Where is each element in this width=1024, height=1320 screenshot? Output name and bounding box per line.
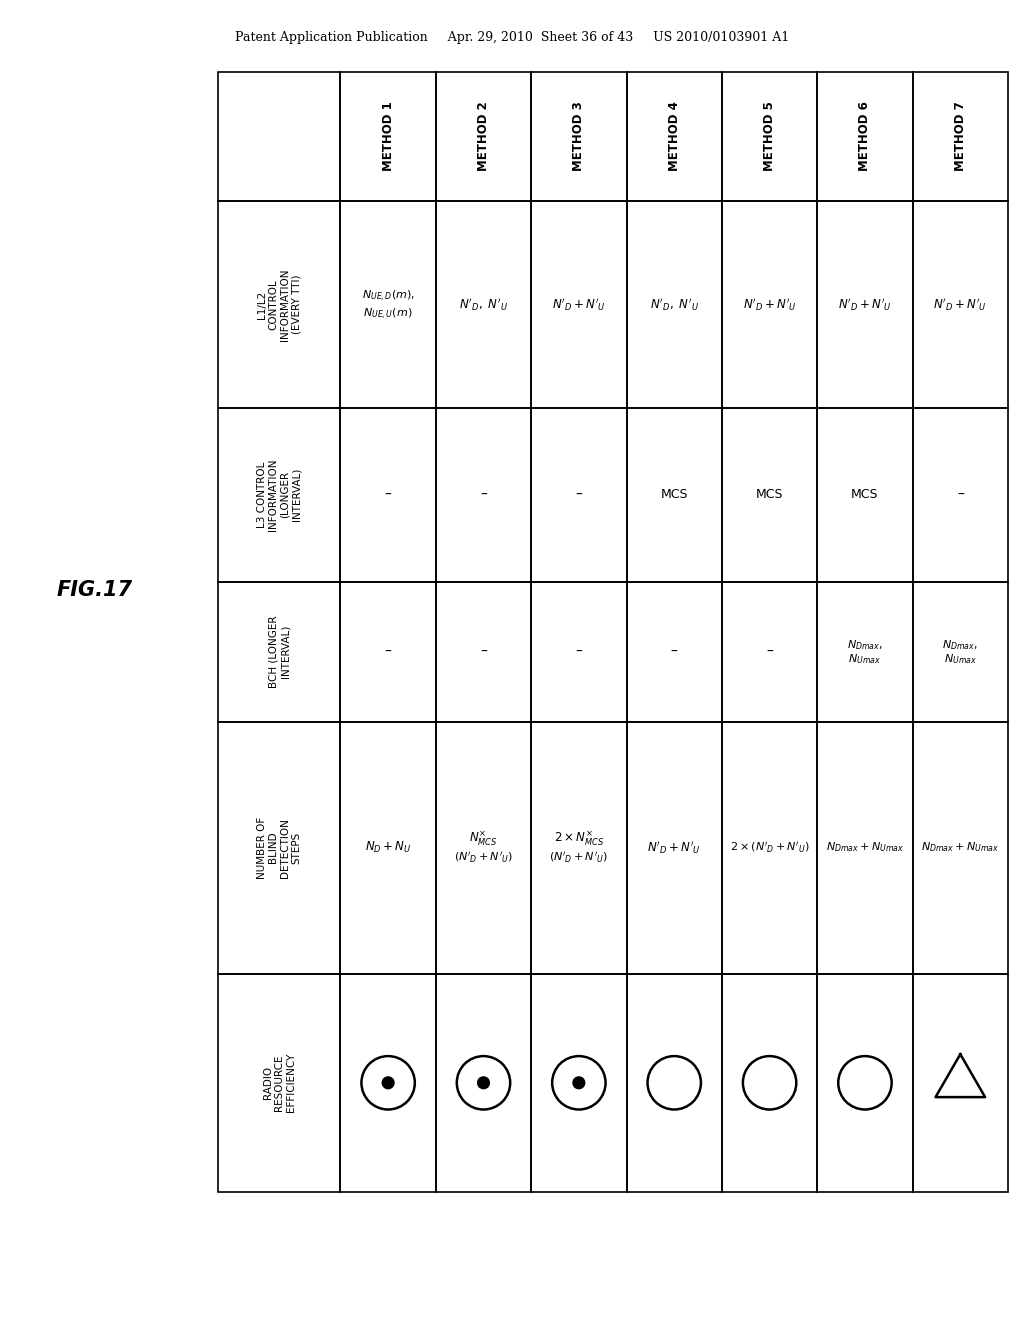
Text: METHOD 3: METHOD 3: [572, 102, 586, 172]
Bar: [531, 201, 627, 408]
Bar: [627, 201, 722, 408]
Text: $N'_{D}+N'_{U}$: $N'_{D}+N'_{U}$: [934, 296, 987, 313]
Bar: [627, 974, 722, 1192]
Text: $(N'_{D}+N'_{U})$: $(N'_{D}+N'_{U})$: [549, 850, 608, 865]
Bar: [817, 201, 912, 408]
Bar: [436, 582, 531, 722]
Bar: [218, 722, 340, 974]
Text: $N_D+N_U$: $N_D+N_U$: [365, 840, 412, 855]
Text: $(N'_{D}+N'_{U})$: $(N'_{D}+N'_{U})$: [454, 850, 513, 865]
Bar: [722, 201, 817, 408]
Bar: [912, 974, 1008, 1192]
Bar: [340, 974, 436, 1192]
Text: $N_{Umax}$: $N_{Umax}$: [849, 652, 882, 667]
Text: $N'_{D},\ N'_{U}$: $N'_{D},\ N'_{U}$: [649, 296, 698, 313]
Bar: [722, 722, 817, 974]
Text: $2\times N_{MCS}^{\times}$: $2\times N_{MCS}^{\times}$: [554, 829, 604, 846]
Text: $2\times(N'_{D}+N'_{U})$: $2\times(N'_{D}+N'_{U})$: [730, 841, 809, 855]
Text: –: –: [385, 488, 391, 502]
Bar: [912, 73, 1008, 201]
Text: FIG.17: FIG.17: [57, 579, 133, 601]
Text: $N_{UE,D}(m),$: $N_{UE,D}(m),$: [361, 289, 415, 304]
Bar: [340, 582, 436, 722]
Bar: [722, 582, 817, 722]
Bar: [817, 722, 912, 974]
Circle shape: [573, 1077, 585, 1089]
Text: METHOD 7: METHOD 7: [953, 102, 967, 172]
Bar: [531, 974, 627, 1192]
Bar: [340, 722, 436, 974]
Bar: [817, 974, 912, 1192]
Bar: [912, 722, 1008, 974]
Bar: [218, 73, 340, 201]
Bar: [912, 201, 1008, 408]
Text: –: –: [671, 644, 678, 659]
Text: $N_{Dmax},$: $N_{Dmax},$: [847, 639, 883, 652]
Bar: [436, 201, 531, 408]
Text: $N'_{D}+N'_{U}$: $N'_{D}+N'_{U}$: [838, 296, 892, 313]
Bar: [340, 408, 436, 582]
Bar: [817, 582, 912, 722]
Text: $N_{Dmax},$: $N_{Dmax},$: [942, 639, 978, 652]
Text: METHOD 4: METHOD 4: [668, 102, 681, 172]
Bar: [436, 722, 531, 974]
Bar: [722, 974, 817, 1192]
Bar: [340, 73, 436, 201]
Bar: [218, 974, 340, 1192]
Circle shape: [477, 1077, 489, 1089]
Text: –: –: [956, 488, 964, 502]
Text: –: –: [480, 644, 487, 659]
Text: –: –: [766, 644, 773, 659]
Text: MCS: MCS: [756, 488, 783, 502]
Text: –: –: [575, 488, 583, 502]
Text: $N'_{D},\ N'_{U}$: $N'_{D},\ N'_{U}$: [459, 296, 508, 313]
Text: $N_{UE,U}(m)$: $N_{UE,U}(m)$: [364, 306, 413, 322]
Bar: [627, 408, 722, 582]
Text: –: –: [575, 644, 583, 659]
Text: MCS: MCS: [660, 488, 688, 502]
Bar: [627, 722, 722, 974]
Bar: [531, 582, 627, 722]
Circle shape: [382, 1077, 394, 1089]
Text: METHOD 5: METHOD 5: [763, 102, 776, 172]
Bar: [722, 73, 817, 201]
Text: BCH (LONGER
INTERVAL): BCH (LONGER INTERVAL): [268, 615, 290, 688]
Text: RADIO
RESOURCE
EFFICIENCY: RADIO RESOURCE EFFICIENCY: [262, 1053, 296, 1113]
Text: L1/L2
CONTROL
INFORMATION
(EVERY TTI): L1/L2 CONTROL INFORMATION (EVERY TTI): [257, 268, 302, 341]
Bar: [340, 201, 436, 408]
Text: –: –: [480, 488, 487, 502]
Bar: [218, 582, 340, 722]
Text: METHOD 6: METHOD 6: [858, 102, 871, 172]
Text: L3 CONTROL
INFORMATION
(LONGER
INTERVAL): L3 CONTROL INFORMATION (LONGER INTERVAL): [257, 458, 302, 531]
Bar: [627, 73, 722, 201]
Text: $N_{Dmax}+N_{Umax}$: $N_{Dmax}+N_{Umax}$: [825, 841, 904, 854]
Text: $N'_{D}+N'_{U}$: $N'_{D}+N'_{U}$: [552, 296, 606, 313]
Bar: [531, 722, 627, 974]
Bar: [436, 73, 531, 201]
Bar: [912, 408, 1008, 582]
Bar: [218, 201, 340, 408]
Bar: [436, 974, 531, 1192]
Text: MCS: MCS: [851, 488, 879, 502]
Bar: [912, 582, 1008, 722]
Bar: [817, 73, 912, 201]
Text: METHOD 2: METHOD 2: [477, 102, 490, 172]
Text: Patent Application Publication     Apr. 29, 2010  Sheet 36 of 43     US 2010/010: Patent Application Publication Apr. 29, …: [234, 30, 790, 44]
Text: $N_{Dmax}+N_{Umax}$: $N_{Dmax}+N_{Umax}$: [922, 841, 999, 854]
Text: $N'_{D}+N'_{U}$: $N'_{D}+N'_{U}$: [742, 296, 797, 313]
Bar: [436, 408, 531, 582]
Text: $N'_{D}+N'_{U}$: $N'_{D}+N'_{U}$: [647, 840, 701, 855]
Text: NUMBER OF
BLIND
DETECTION
STEPS: NUMBER OF BLIND DETECTION STEPS: [257, 817, 302, 879]
Text: $N_{MCS}^{\times}$: $N_{MCS}^{\times}$: [469, 829, 498, 846]
Text: METHOD 1: METHOD 1: [382, 102, 394, 172]
Bar: [627, 582, 722, 722]
Text: $N_{Umax}$: $N_{Umax}$: [944, 652, 977, 667]
Bar: [218, 408, 340, 582]
Bar: [531, 73, 627, 201]
Text: –: –: [385, 644, 391, 659]
Bar: [531, 408, 627, 582]
Bar: [817, 408, 912, 582]
Bar: [722, 408, 817, 582]
